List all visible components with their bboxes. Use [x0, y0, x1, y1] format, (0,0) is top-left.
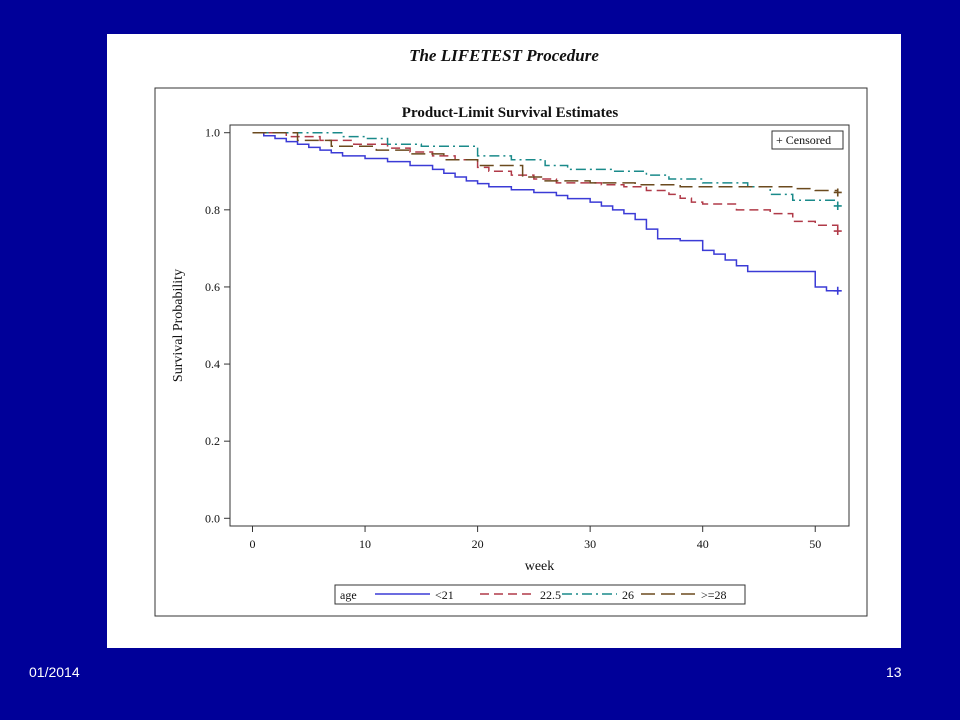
chart-title: Product-Limit Survival Estimates	[402, 105, 619, 121]
footer-date: 01/2014	[29, 664, 80, 680]
y-tick-label: 0.6	[205, 280, 220, 294]
legend-label-0: <21	[435, 588, 454, 602]
legend-label-3: >=28	[701, 588, 727, 602]
censor-mark	[833, 286, 842, 295]
legend: age <21 22.5 26 >=28	[334, 584, 746, 605]
censored-legend-label: + Censored	[776, 133, 831, 147]
y-tick-label: 0.8	[205, 203, 220, 217]
axes-layer: 0 10 20 30 40 50 0.0 0.2 0.4 0.6 0.8 1.0	[205, 126, 821, 551]
y-tick-label: 0.4	[205, 357, 220, 371]
censor-mark	[833, 201, 842, 210]
censor-mark	[833, 188, 842, 197]
censored-legend-box	[771, 130, 844, 150]
series-layer	[252, 131, 842, 295]
chart-frame	[154, 87, 868, 617]
x-axis-label: week	[525, 559, 555, 574]
y-tick-label: 0.0	[205, 511, 220, 525]
procedure-title: The LIFETEST Procedure	[409, 46, 599, 65]
series-line-0	[252, 131, 838, 292]
x-tick-label: 10	[359, 537, 371, 551]
legend-box	[334, 584, 746, 605]
series-line-2	[252, 131, 839, 206]
x-tick-label: 20	[472, 537, 484, 551]
legend-label-1: 22.5	[540, 588, 561, 602]
y-axis-label: Survival Probability	[171, 269, 186, 382]
series-line-3	[252, 131, 839, 193]
y-tick-label: 0.2	[205, 434, 220, 448]
page-number: 13	[886, 664, 902, 680]
x-tick-label: 50	[809, 537, 821, 551]
survival-chart: Product-Limit Survival Estimates 0 10 20 30…	[154, 87, 868, 617]
y-tick-label: 1.0	[205, 126, 220, 140]
series-line-1	[252, 131, 839, 232]
legend-label-2: 26	[622, 588, 634, 602]
plot-area	[229, 124, 850, 527]
chart-panel: The LIFETEST Procedure Product-Limit Sur…	[107, 34, 901, 648]
x-tick-label: 0	[250, 537, 256, 551]
x-tick-label: 40	[697, 537, 709, 551]
censored-legend: + Censored	[771, 130, 844, 150]
x-tick-label: 30	[584, 537, 596, 551]
legend-title: age	[340, 588, 357, 602]
censor-mark	[833, 227, 842, 236]
